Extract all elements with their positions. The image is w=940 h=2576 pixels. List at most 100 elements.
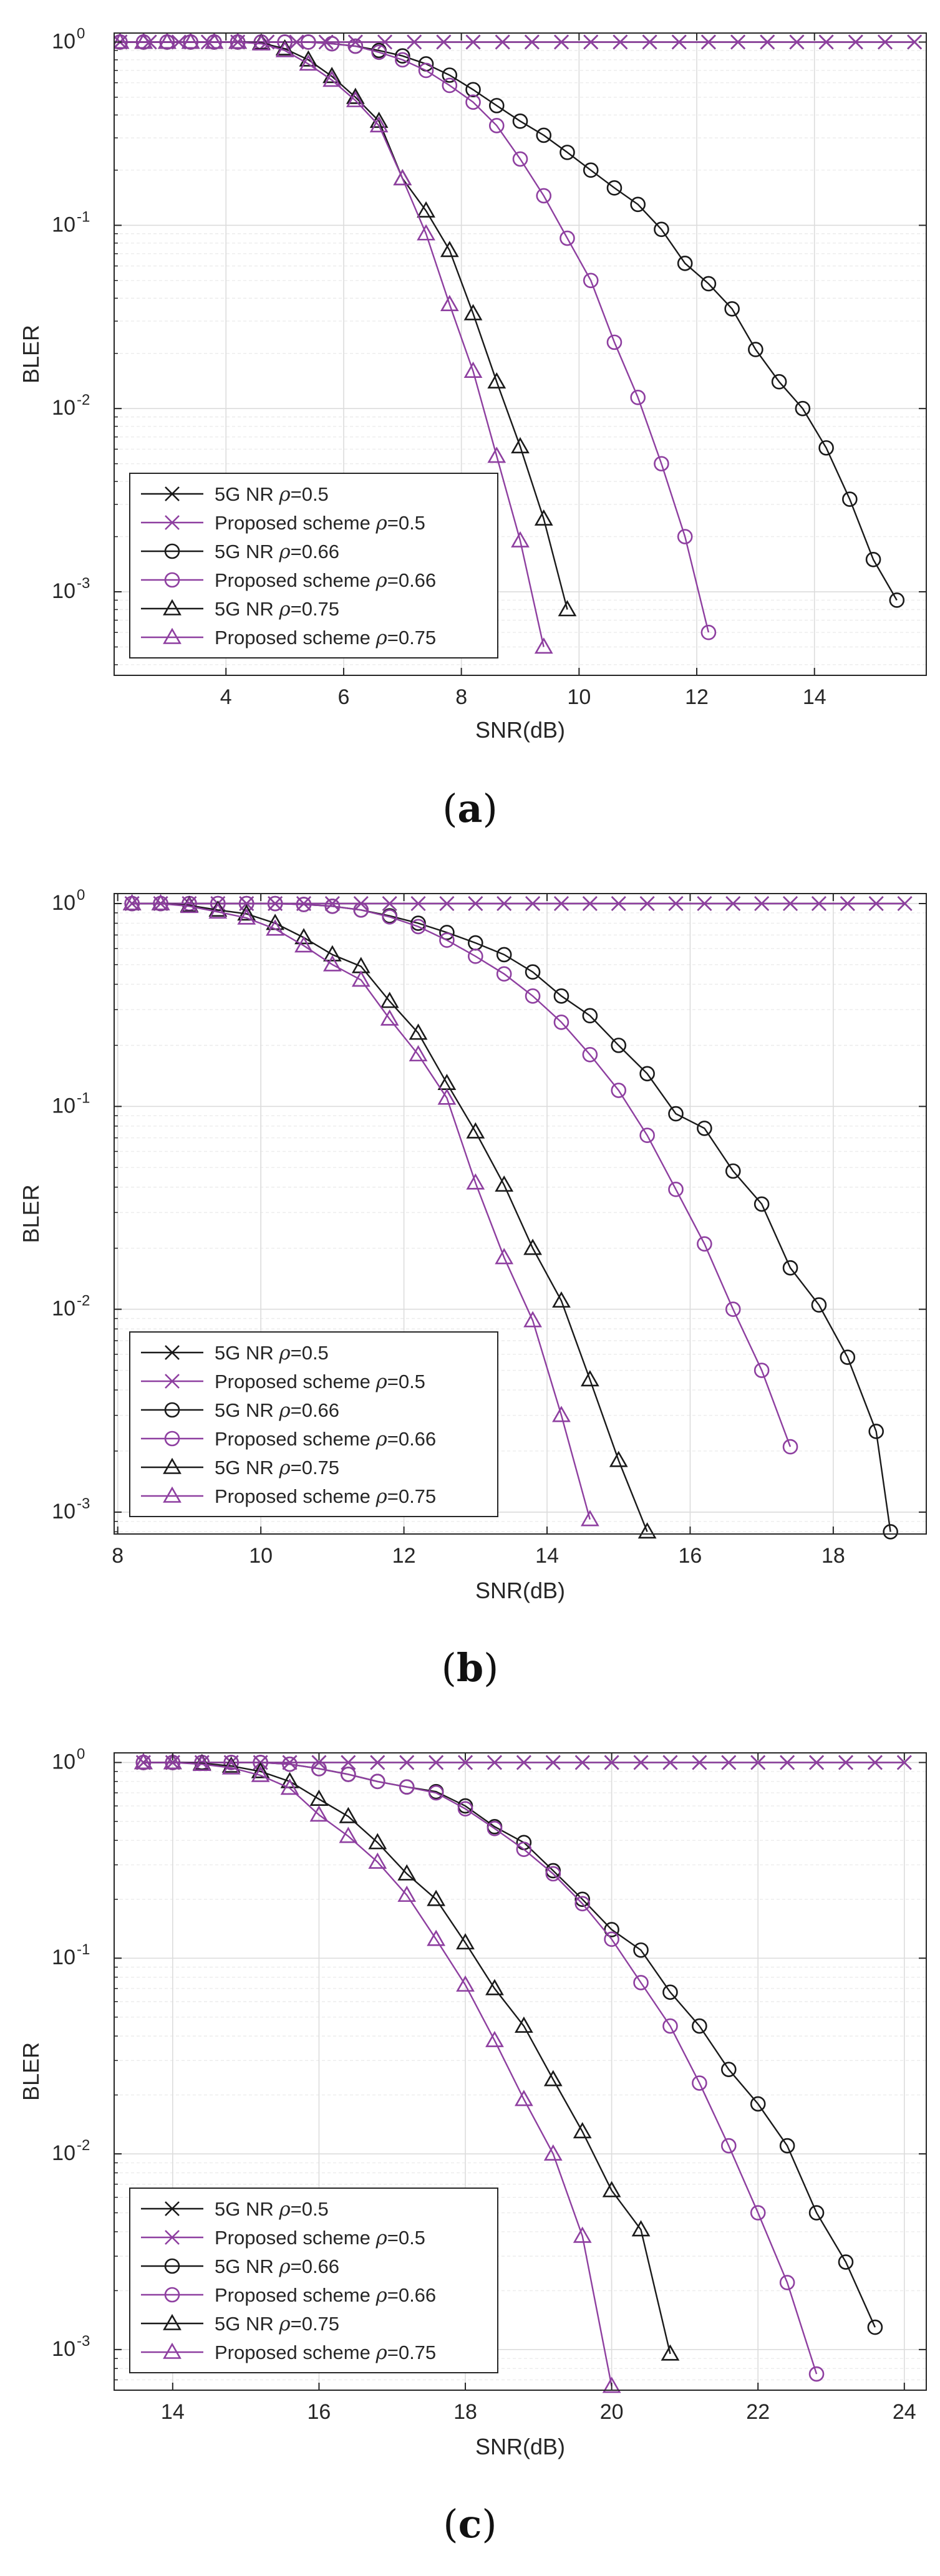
pa-series-3-point xyxy=(654,221,669,238)
pb-x-axis-label: SNR(dB) xyxy=(475,1578,565,1603)
pb-legend-box xyxy=(129,1331,498,1517)
pb-series-2-point xyxy=(468,896,483,911)
pb-legend-label-rho-symbol: ρ xyxy=(278,1342,290,1364)
pb-legend-label-name: 5G NR xyxy=(215,1399,279,1421)
pa-series-3-point xyxy=(512,113,528,129)
pb-series-6-point xyxy=(294,936,313,953)
pb-series-6-point xyxy=(495,1248,514,1265)
pa-legend-marker xyxy=(164,543,180,559)
pc-series-6-point xyxy=(397,1885,417,1902)
pa-series-6-point xyxy=(487,446,506,463)
pc-series-4-point xyxy=(399,1779,415,1795)
pa-series-3-point xyxy=(818,440,834,456)
pc-y-tick-label: 10 xyxy=(52,2337,75,2361)
pb-x-tick-label: 8 xyxy=(112,1544,124,1568)
pa-series-6-point xyxy=(114,32,130,49)
pb-x-tick-label: 10 xyxy=(249,1544,273,1568)
pc-series-5-point xyxy=(397,1864,417,1881)
pc-y-tick-label: 10 xyxy=(52,2141,75,2165)
pb-axes-box xyxy=(114,893,927,1535)
pc-series-2-point xyxy=(516,1755,531,1770)
pc-legend-label-name: 5G NR xyxy=(215,2255,279,2277)
pa-series-6-point xyxy=(511,531,530,548)
pb-series-5-point xyxy=(294,928,313,945)
pa-series-6-point xyxy=(393,169,412,186)
pb-series-2-point xyxy=(639,896,655,911)
pa-series-5-point xyxy=(275,39,294,55)
pb-y-tick-exponent: -1 xyxy=(77,1089,90,1106)
pb-series-3-point xyxy=(725,1163,741,1179)
pc-series-5-point xyxy=(661,2344,680,2361)
pb-legend-label-name: Proposed scheme xyxy=(215,1485,376,1507)
pc-series-3-point xyxy=(779,2138,795,2154)
pc-legend-marker xyxy=(163,2342,182,2359)
pb-legend-label-name: 5G NR xyxy=(215,1457,279,1479)
pb-series-2-point xyxy=(783,896,798,911)
pa-series-2-point xyxy=(613,34,628,50)
pb-legend-label: Proposed scheme ρ=0.5 xyxy=(215,1371,425,1393)
pc-series-6-line xyxy=(143,1762,613,2386)
pa-series-2-point xyxy=(495,34,510,50)
pc-legend-entry-6: Proposed scheme ρ=0.75 xyxy=(141,2342,436,2364)
pa-legend-label-rho-value: =0.66 xyxy=(291,541,339,562)
pc-series-6-point xyxy=(427,1929,445,1946)
pc-series-4-point xyxy=(662,2018,678,2034)
pb-series-6-point xyxy=(409,1044,428,1062)
pb-series-4-point xyxy=(725,1301,741,1317)
pa-series-4-point xyxy=(583,273,599,289)
pa-series-3-point xyxy=(583,162,599,178)
pc-legend-label-rho-value: =0.75 xyxy=(291,2313,339,2335)
pa-legend-marker xyxy=(163,627,182,644)
pc-series-6-point xyxy=(221,1758,241,1775)
pb-y-axis-label: BLER xyxy=(18,1184,44,1243)
pb-series-4-point xyxy=(439,932,455,948)
pc-legend-label-rho-value: =0.5 xyxy=(387,2227,425,2249)
pa-legend-marker xyxy=(164,572,180,588)
pc-legend-entry-5: 5G NR ρ=0.75 xyxy=(141,2313,339,2335)
pb-series-3-point xyxy=(697,1121,712,1136)
pc-series-2-point xyxy=(867,1755,883,1770)
pc-series-4-point xyxy=(341,1767,356,1782)
pc-series-2-point xyxy=(721,1755,737,1770)
pc-series-4-point xyxy=(545,1866,561,1882)
pb-legend-label-name: Proposed scheme xyxy=(215,1371,376,1392)
pb-legend-entry-2: Proposed scheme ρ=0.5 xyxy=(141,1371,425,1393)
pa-series-6 xyxy=(114,32,553,654)
pa-x-tick-label: 6 xyxy=(337,685,349,709)
pc-series-5-point xyxy=(427,1889,445,1906)
pc-series-4-point xyxy=(779,2275,795,2290)
pc-series-2-point xyxy=(604,1755,619,1770)
pb-series-3-point xyxy=(582,1008,598,1024)
pc-legend-label-name: Proposed scheme xyxy=(215,2342,376,2363)
pc-x-tick-label: 18 xyxy=(453,2400,477,2424)
pa-series-5-point xyxy=(487,372,506,389)
pa-series-layer xyxy=(114,32,923,654)
pa-series-3-point xyxy=(536,127,552,143)
pa-series-6-point xyxy=(417,224,435,241)
pc-legend-label: 5G NR ρ=0.5 xyxy=(215,2198,329,2221)
pa-legend-label-name: Proposed scheme xyxy=(215,512,376,534)
pb-series-2-point xyxy=(439,896,455,911)
pc-y-tick-exponent: -1 xyxy=(77,1941,90,1958)
pc-series-4-point xyxy=(633,1975,649,1990)
pa-series-5-point xyxy=(299,50,318,67)
pa-legend-label: Proposed scheme ρ=0.66 xyxy=(215,569,436,592)
pb-legend-entry-4: Proposed scheme ρ=0.66 xyxy=(141,1428,436,1450)
pc-legend-label-rho-value: =0.5 xyxy=(291,2198,329,2220)
pa-legend-entry-6: Proposed scheme ρ=0.75 xyxy=(141,627,436,649)
pa-series-4-point xyxy=(630,390,646,405)
pc-series-5-point xyxy=(631,2220,651,2237)
pa-series-2-point xyxy=(377,34,392,50)
caption-b: (b) xyxy=(441,1645,499,1691)
pa-series-6-point xyxy=(369,116,389,133)
pc-legend-label-rho-symbol: ρ xyxy=(375,2284,387,2307)
pc-series-4-point xyxy=(516,1841,532,1857)
pb-legend-label-rho-symbol: ρ xyxy=(278,1457,290,1479)
pc-series-2-point xyxy=(341,1755,356,1770)
pa-series-4-point xyxy=(442,77,458,94)
pb-y-tick-label: 10 xyxy=(52,1094,75,1117)
pa-series-5-point xyxy=(463,304,483,321)
pa-series-3-point xyxy=(465,82,481,98)
panel-a: 4 6 8 10 12 14 10 0 10 -1 10 -2 10 -3 SNR(dB) BLER 5G NR… xyxy=(0,0,940,861)
